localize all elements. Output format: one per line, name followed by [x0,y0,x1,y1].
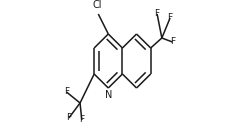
Text: F: F [64,88,69,97]
Text: F: F [154,9,159,18]
Text: F: F [66,113,71,122]
Text: Cl: Cl [92,0,102,10]
Text: F: F [79,115,84,124]
Text: N: N [104,90,111,100]
Text: F: F [167,14,172,22]
Text: F: F [169,38,174,47]
